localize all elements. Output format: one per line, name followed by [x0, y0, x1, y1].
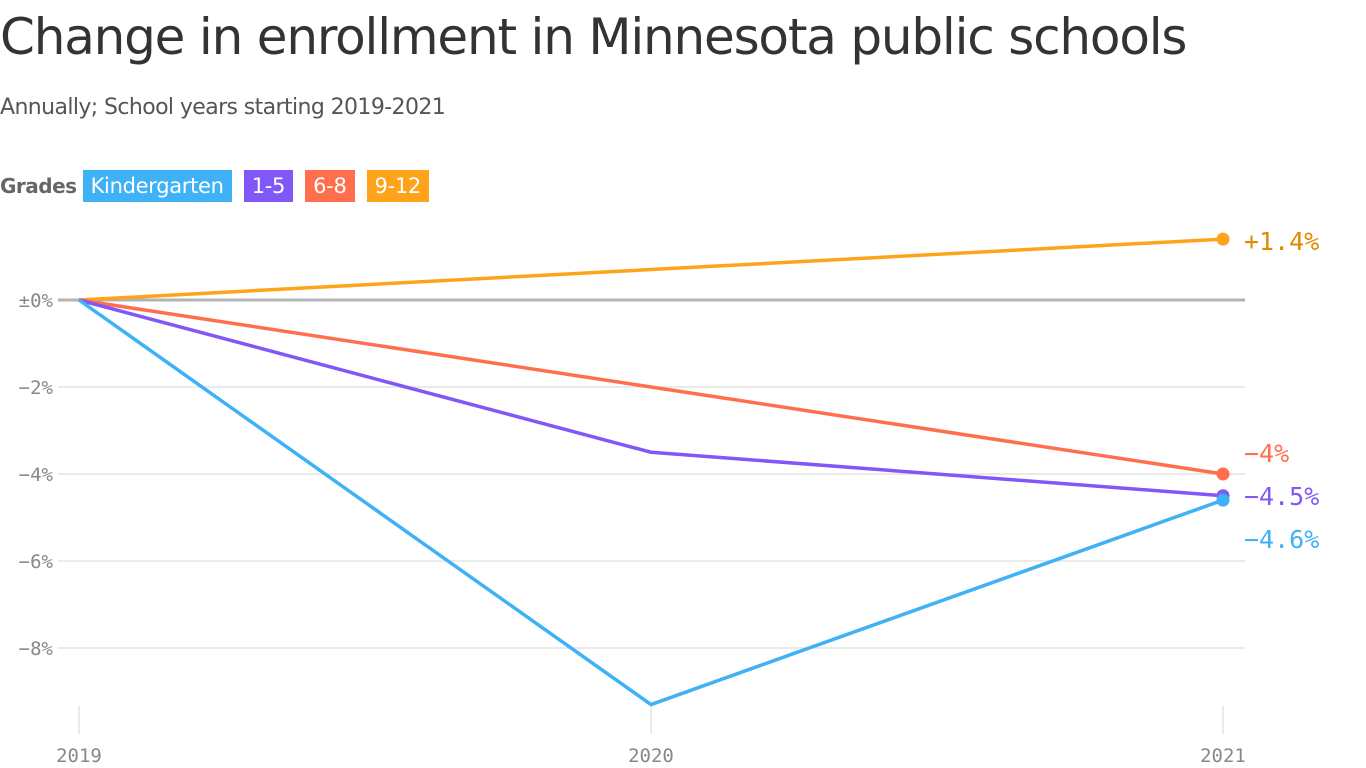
series-line-1-5 [78, 298, 1224, 498]
end-label-9-12: +1.4% [1244, 227, 1319, 256]
legend: Grades Kindergarten 1-5 6-8 9-12 [0, 169, 441, 203]
y-tick-label: ±0% [19, 290, 54, 312]
series-end-points [1216, 232, 1230, 507]
y-tick-label: −6% [19, 551, 54, 573]
x-axis-ticks: 2019 2020 2021 [56, 745, 1246, 767]
chart-subtitle: Annually; School years starting 2019-202… [0, 95, 446, 120]
end-label-6-8: −4% [1244, 439, 1289, 468]
x-tick-label: 2021 [1200, 745, 1246, 767]
grid-lines [58, 298, 1245, 734]
chart-title: Change in enrollment in Minnesota public… [0, 8, 1187, 66]
y-tick-label: −2% [19, 377, 54, 399]
legend-label: Grades [0, 174, 77, 198]
legend-item-6-8: 6-8 [305, 170, 355, 202]
end-point-kindergarten [1216, 493, 1230, 507]
y-tick-label: −8% [19, 638, 54, 660]
legend-item-9-12: 9-12 [366, 170, 429, 202]
legend-item-1-5: 1-5 [243, 170, 294, 202]
end-point-9-12 [1216, 232, 1230, 246]
end-label-1-5: −4.5% [1244, 482, 1319, 511]
y-tick-label: −4% [19, 464, 54, 486]
x-tick-label: 2020 [628, 745, 674, 767]
y-axis-ticks: ±0% −2% −4% −6% −8% [19, 290, 54, 660]
series-line-9-12 [78, 237, 1224, 302]
legend-item-kindergarten: Kindergarten [82, 170, 232, 202]
series-lines [77, 237, 1224, 707]
series-line-6-8 [78, 298, 1224, 476]
series-line-kindergarten [77, 298, 1224, 707]
series-end-labels: +1.4% −4% −4.5% −4.6% [1244, 227, 1319, 554]
x-tick-label: 2019 [56, 745, 102, 767]
end-point-6-8 [1216, 467, 1230, 481]
end-label-kindergarten: −4.6% [1244, 525, 1319, 554]
